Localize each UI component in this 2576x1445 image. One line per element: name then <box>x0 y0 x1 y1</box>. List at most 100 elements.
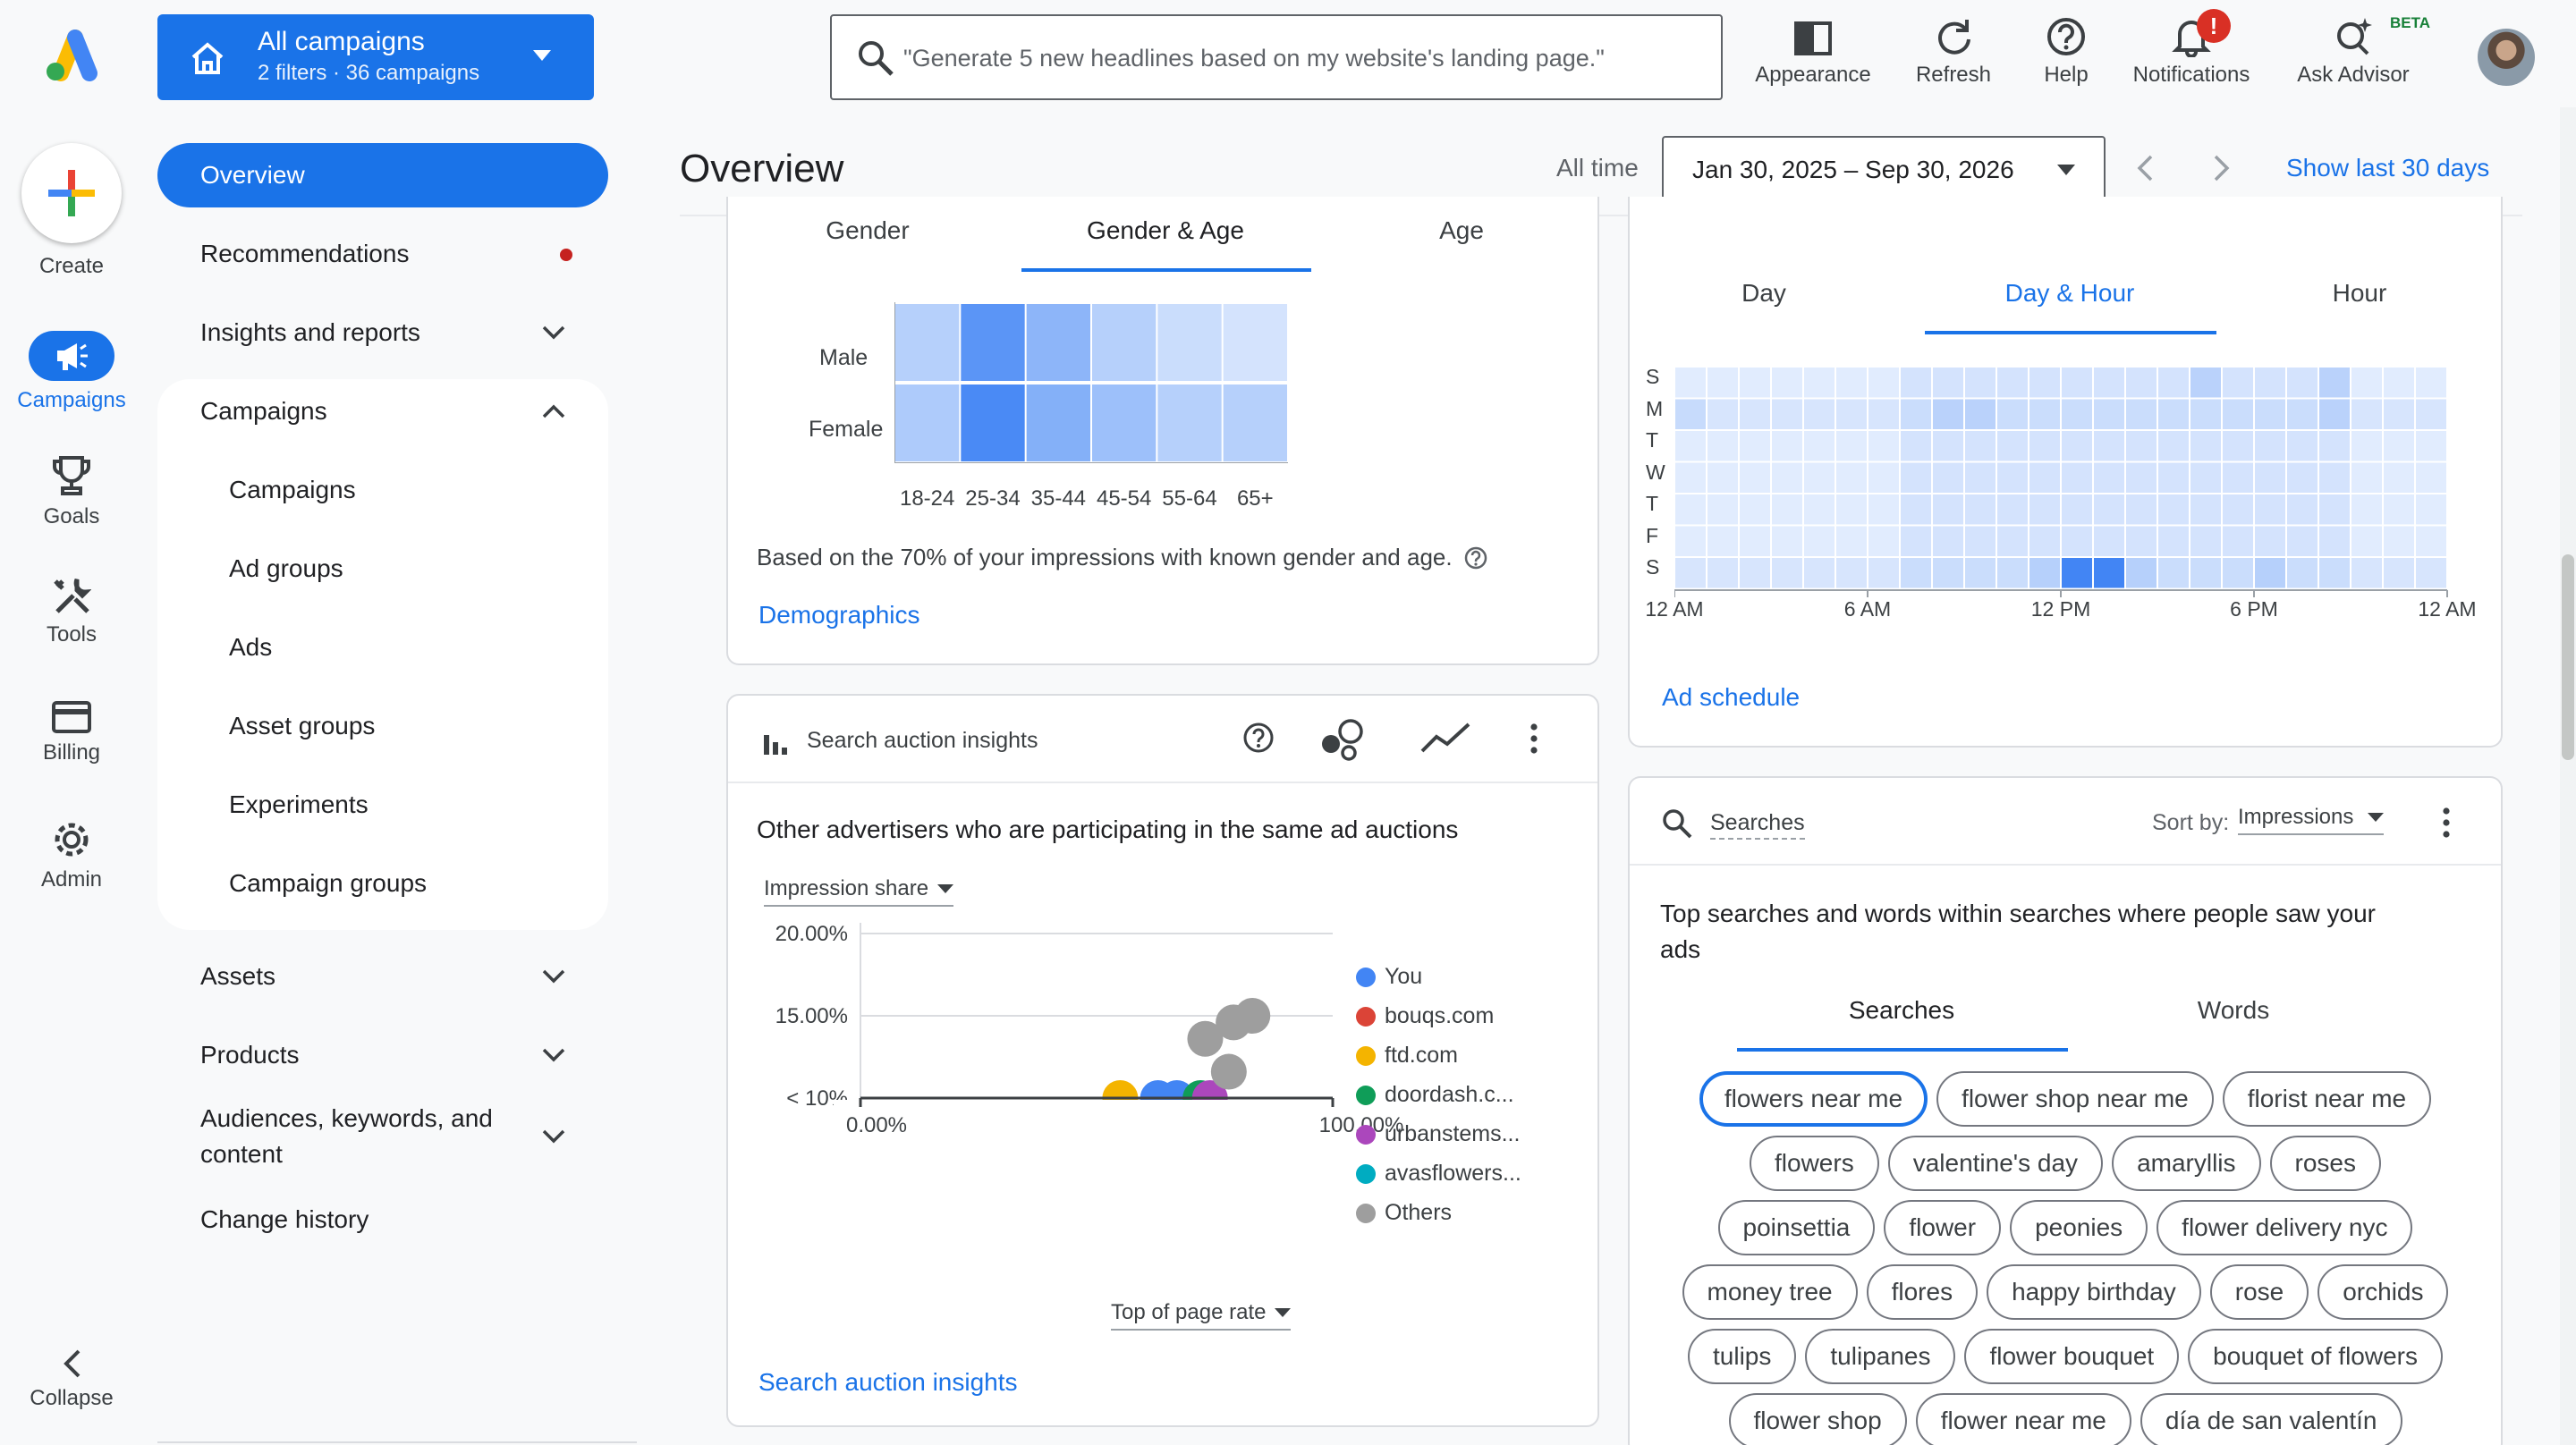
schedule-cell <box>1772 431 1802 461</box>
schedule-cell <box>2223 462 2253 493</box>
top-of-page-rate-dropdown[interactable]: Top of page rate <box>1111 1300 1292 1331</box>
search-chip[interactable]: flower shop <box>1728 1393 1907 1445</box>
search-chip[interactable]: orchids <box>2318 1264 2449 1320</box>
search-chip[interactable]: rose <box>2209 1264 2309 1320</box>
demographics-link[interactable]: Demographics <box>758 601 920 629</box>
chevron-left-icon[interactable] <box>2136 154 2154 182</box>
rail-admin[interactable]: Admin <box>0 819 143 892</box>
auction-legend-item[interactable]: ftd.com <box>1356 1043 1458 1069</box>
rail-billing[interactable]: Billing <box>0 701 143 765</box>
search-chip[interactable]: flower shop near me <box>1936 1071 2214 1127</box>
rail-collapse[interactable]: Collapse <box>0 1348 143 1411</box>
google-ads-logo[interactable] <box>39 27 102 84</box>
auction-point-others[interactable] <box>1216 1004 1252 1041</box>
rail-goals[interactable]: Goals <box>0 454 143 529</box>
rail-tools[interactable]: Tools <box>0 576 143 647</box>
tab-gender-age[interactable]: Gender & Age <box>1087 216 1244 244</box>
nav-ad-groups[interactable]: Ad groups <box>157 537 608 601</box>
line-chart-icon[interactable] <box>1420 722 1470 755</box>
search-chip[interactable]: bouquet of flowers <box>2188 1329 2443 1384</box>
tab-day-hour[interactable]: Day & Hour <box>2004 279 2135 307</box>
help-button[interactable]: Help <box>2021 16 2111 88</box>
auction-legend-item[interactable]: You <box>1356 964 1422 990</box>
search-chip[interactable]: flowers <box>1750 1136 1879 1191</box>
search-chip[interactable]: flores <box>1866 1264 1979 1320</box>
nav-campaigns-group[interactable]: Campaigns <box>157 379 608 444</box>
tab-searches[interactable]: Searches <box>1848 996 1955 1024</box>
show-last-30-days-link[interactable]: Show last 30 days <box>2286 154 2490 182</box>
tab-day[interactable]: Day <box>1741 279 1786 307</box>
search-chip[interactable]: happy birthday <box>1987 1264 2201 1320</box>
help-icon[interactable] <box>1241 721 1275 755</box>
nav-products[interactable]: Products <box>157 1023 608 1087</box>
search-chip[interactable]: día de san valentín <box>2140 1393 2402 1445</box>
rail-create[interactable]: Create <box>0 143 143 279</box>
auction-legend-item[interactable]: doordash.c... <box>1356 1082 1514 1108</box>
scatter-chart-icon[interactable] <box>1318 717 1367 762</box>
search-bar[interactable]: "Generate 5 new headlines based on my we… <box>830 14 1723 100</box>
nav-insights[interactable]: Insights and reports <box>157 300 608 365</box>
nav-recommendations[interactable]: Recommendations <box>157 222 608 286</box>
schedule-cell <box>1740 399 1770 429</box>
auction-legend-item[interactable]: avasflowers... <box>1356 1161 1521 1187</box>
search-chip-row: money tree flores happy birthday rose orchid… <box>1630 1264 2501 1320</box>
auction-point-others[interactable] <box>1187 1020 1224 1057</box>
nav-change-history[interactable]: Change history <box>157 1187 608 1252</box>
search-chip[interactable]: poinsettia <box>1717 1200 1876 1255</box>
search-chip[interactable]: flower bouquet <box>1964 1329 2180 1384</box>
schedule-cell <box>2062 368 2092 398</box>
appearance-button[interactable]: Appearance <box>1746 16 1880 88</box>
search-chip[interactable]: roses <box>2269 1136 2381 1191</box>
schedule-cell <box>1707 526 1738 556</box>
search-chip[interactable]: peonies <box>2010 1200 2148 1255</box>
refresh-button[interactable]: Refresh <box>1909 16 1998 88</box>
help-icon[interactable] <box>1463 545 1488 570</box>
page-scrollbar-thumb[interactable] <box>2562 554 2574 760</box>
nav-overview[interactable]: Overview <box>157 143 608 207</box>
tab-words[interactable]: Words <box>2197 996 2270 1024</box>
tab-age[interactable]: Age <box>1439 216 1484 244</box>
sort-by-dropdown[interactable]: Impressions <box>2238 805 2385 835</box>
searches-card-title[interactable]: Searches <box>1710 810 1805 840</box>
search-chip[interactable]: flower near me <box>1915 1393 2131 1445</box>
rail-campaigns[interactable]: Campaigns <box>0 331 143 413</box>
search-chip[interactable]: valentine's day <box>1887 1136 2104 1191</box>
nav-campaigns[interactable]: Campaigns <box>157 458 608 522</box>
search-chip[interactable]: florist near me <box>2222 1071 2432 1127</box>
nav-ads[interactable]: Ads <box>157 615 608 680</box>
user-avatar[interactable] <box>2478 29 2535 86</box>
schedule-cell <box>1933 558 1963 588</box>
rail-collapse-label: Collapse <box>30 1386 114 1410</box>
impression-share-dropdown[interactable]: Impression share <box>764 876 954 907</box>
chevron-right-icon[interactable] <box>2213 154 2231 182</box>
page-scrollbar-track[interactable] <box>2560 107 2576 1445</box>
schedule-cell <box>1772 558 1802 588</box>
nav-experiments[interactable]: Experiments <box>157 773 608 837</box>
search-chip[interactable]: tulipanes <box>1805 1329 1956 1384</box>
more-vert-icon[interactable] <box>1530 722 1538 755</box>
ask-advisor-button[interactable]: Ask Advisor BETA <box>2286 14 2430 88</box>
auction-insights-link[interactable]: Search auction insights <box>758 1368 1018 1396</box>
schedule-cell <box>1901 462 1931 493</box>
auction-legend-item[interactable]: bouqs.com <box>1356 1003 1494 1029</box>
nav-assets[interactable]: Assets <box>157 944 608 1009</box>
nav-campaign-groups[interactable]: Campaign groups <box>157 851 608 916</box>
search-chip[interactable]: money tree <box>1682 1264 1858 1320</box>
search-chip[interactable]: flower delivery nyc <box>2157 1200 2413 1255</box>
search-chip[interactable]: flower <box>1884 1200 2002 1255</box>
nav-audiences[interactable]: Audiences, keywords, and content <box>157 1096 608 1177</box>
search-chip[interactable]: flowers near me <box>1699 1071 1928 1127</box>
auction-legend-item[interactable]: urbanstems... <box>1356 1121 1520 1147</box>
search-chip[interactable]: amaryllis <box>2112 1136 2261 1191</box>
date-range-picker[interactable]: Jan 30, 2025 – Sep 30, 2026 <box>1662 136 2106 200</box>
auction-point-others[interactable] <box>1210 1053 1247 1090</box>
ad-schedule-link[interactable]: Ad schedule <box>1662 683 1801 711</box>
tab-hour[interactable]: Hour <box>2332 279 2387 307</box>
tab-gender[interactable]: Gender <box>826 216 910 244</box>
search-chip[interactable]: tulips <box>1688 1329 1797 1384</box>
nav-asset-groups[interactable]: Asset groups <box>157 694 608 758</box>
more-vert-icon[interactable] <box>2442 807 2451 839</box>
notifications-button[interactable]: Notifications ! <box>2120 9 2263 88</box>
account-selector[interactable]: All campaigns 2 filters · 36 campaigns <box>157 14 594 100</box>
auction-legend-item[interactable]: Others <box>1356 1200 1452 1226</box>
